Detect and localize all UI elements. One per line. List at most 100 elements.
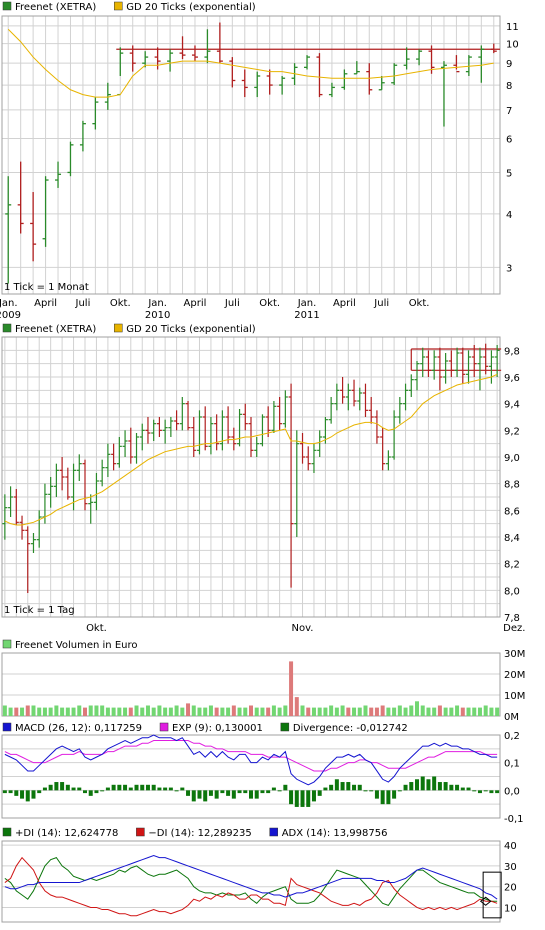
volume-bar: [409, 705, 414, 716]
y-tick-label: -0,1: [504, 814, 524, 825]
volume-bar: [266, 707, 271, 716]
ohlc-bar: [366, 63, 373, 95]
y-tick-label: 10: [506, 40, 519, 51]
volume-bar: [466, 707, 471, 716]
volume-bar: [271, 705, 276, 716]
volume-bar: [94, 705, 99, 716]
legend-label: Freenet (XETRA): [15, 324, 96, 335]
divergence-bar: [409, 782, 414, 791]
volume-bar: [283, 705, 288, 716]
ohlc-bar: [334, 383, 340, 411]
volume-bar: [48, 707, 53, 716]
ohlc-bar: [391, 410, 397, 460]
ohlc-bar: [494, 345, 500, 377]
ohlc-bar: [25, 526, 31, 593]
divergence-bar: [392, 790, 397, 799]
ohlc-bar: [259, 414, 265, 447]
divergence-bar: [105, 787, 110, 791]
ohlc-bar: [59, 457, 65, 491]
divergence-bar: [266, 790, 271, 794]
ohlc-bar: [471, 345, 477, 377]
divergence-bar: [311, 790, 316, 802]
volume-bar: [323, 707, 328, 716]
y-tick-label: 9,2: [504, 426, 520, 437]
ohlc-bar: [154, 47, 161, 70]
y-tick-label: 30M: [504, 649, 525, 660]
ohlc-bar: [304, 55, 311, 70]
x-tick-label: Juli: [224, 298, 240, 309]
volume-bar: [65, 707, 70, 716]
ohlc-bar: [237, 409, 243, 447]
ohlc-bar: [30, 533, 36, 553]
y-tick-label: 8,2: [504, 560, 520, 571]
ohlc-bar: [36, 510, 42, 548]
y-tick-label: 40: [504, 841, 517, 852]
y-tick-label: 0M: [504, 712, 519, 723]
x-tick-year: 2009: [0, 310, 21, 321]
ohlc-bar: [416, 49, 423, 66]
ohlc-bar: [425, 350, 431, 377]
ohlc-bar: [391, 63, 398, 86]
ohlc-bar: [341, 69, 348, 90]
divergence-bar: [340, 782, 345, 791]
y-tick-label: 8,0: [504, 586, 520, 597]
volume-bar: [386, 707, 391, 716]
volume-bar: [369, 707, 374, 716]
volume-bar: [329, 705, 334, 716]
legend-swatch: [159, 722, 169, 732]
ohlc-bar: [156, 417, 162, 437]
ohlc-bar: [420, 347, 426, 377]
plus-di-line: [4, 857, 498, 906]
y-tick-label: 9,6: [504, 373, 520, 384]
plot-frame-macd: [1, 734, 501, 819]
ohlc-bar: [437, 347, 443, 391]
y-tick-label: 6: [506, 135, 512, 146]
crossover-marker: [479, 896, 492, 906]
ohlc-bar: [254, 71, 261, 98]
divergence-bar: [151, 784, 156, 791]
volume-bar: [443, 707, 448, 716]
x-tick-label: April: [184, 298, 207, 309]
volume-bar: [260, 707, 265, 716]
volume-bar: [180, 707, 185, 716]
divergence-bar: [466, 787, 471, 791]
divergence-bar: [111, 784, 116, 791]
legend-label: ADX (14): 13,998756: [282, 828, 388, 839]
legend-label: Freenet Volumen in Euro: [15, 640, 137, 651]
x-tick-label: Okt.: [409, 298, 430, 309]
volume-bar: [489, 707, 494, 716]
ohlc-bar: [266, 69, 273, 95]
moving-average-line: [7, 28, 494, 98]
volume-bar: [191, 705, 196, 716]
volume-bar: [334, 707, 339, 716]
ohlc-bar: [316, 53, 323, 98]
volume-bar: [83, 707, 87, 716]
y-tick-label: 11: [506, 22, 519, 33]
legend-label: EXP (9): 0,130001: [172, 723, 263, 734]
legend-swatch: [114, 323, 123, 333]
ohlc-bar: [378, 76, 385, 91]
ohlc-bar: [129, 45, 136, 72]
ohlc-bar: [440, 61, 447, 127]
ohlc-bar: [448, 350, 454, 377]
x-tick-label: April: [333, 298, 356, 309]
divergence-bar: [460, 787, 465, 791]
legend-swatch: [114, 1, 123, 11]
divergence-bar: [374, 790, 379, 799]
divergence-bar: [168, 787, 173, 791]
y-tick-label: 9,8: [504, 346, 520, 357]
ohlc-bar: [368, 397, 374, 424]
volume-bar: [317, 707, 322, 716]
ohlc-bar: [242, 403, 248, 431]
volume-bar: [42, 707, 47, 716]
y-tick-label: 0,1: [504, 759, 520, 770]
ohlc-bar: [357, 387, 363, 411]
divergence-bar: [495, 790, 500, 794]
y-tick-label: 8,4: [504, 533, 520, 544]
volume-bar: [249, 705, 253, 716]
volume-bar: [226, 707, 231, 716]
ohlc-bar: [351, 379, 357, 407]
volume-bar: [186, 703, 191, 716]
ohlc-bar: [229, 57, 236, 88]
y-tick-label: 9,4: [504, 400, 520, 411]
